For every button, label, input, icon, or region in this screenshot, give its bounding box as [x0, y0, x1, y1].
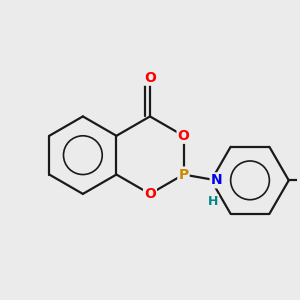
Text: O: O — [178, 129, 190, 143]
Text: P: P — [178, 167, 189, 182]
Text: H: H — [207, 195, 218, 208]
Text: O: O — [144, 71, 156, 85]
Text: N: N — [211, 173, 222, 187]
Text: O: O — [144, 187, 156, 201]
